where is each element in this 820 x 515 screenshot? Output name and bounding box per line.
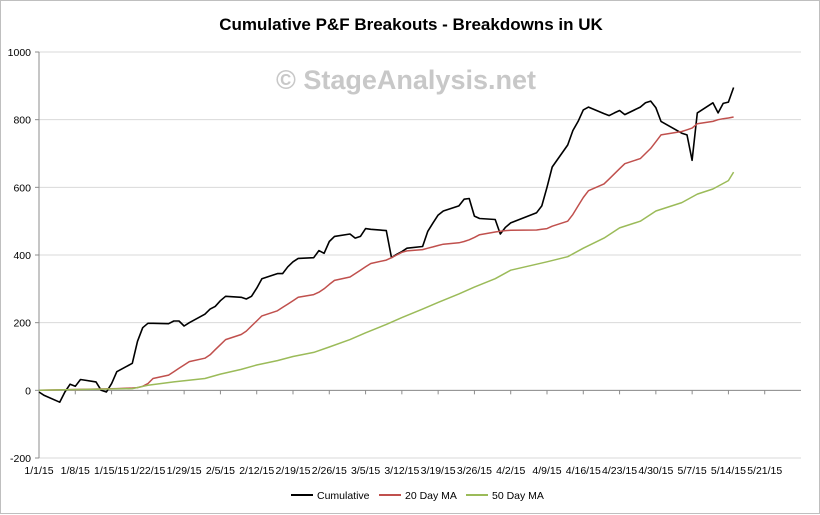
x-tick-label: 1/22/15 xyxy=(130,465,165,477)
y-tick-label: -200 xyxy=(10,453,31,465)
x-tick-label: 4/16/15 xyxy=(566,465,601,477)
legend-item-50-day-ma: 50 Day MA xyxy=(466,490,544,502)
x-tick-label: 4/30/15 xyxy=(638,465,673,477)
gridlines xyxy=(39,51,801,459)
series-line-20-day-ma xyxy=(38,116,734,392)
x-tick-label: 2/12/15 xyxy=(239,465,274,477)
x-tick-label: 1/1/15 xyxy=(24,465,53,477)
chart-title: Cumulative P&F Breakouts - Breakdowns in… xyxy=(219,15,603,34)
x-tick-label: 1/8/15 xyxy=(61,465,90,477)
y-tick-label: 800 xyxy=(13,115,31,127)
axes xyxy=(35,51,801,459)
y-tick-label: 400 xyxy=(13,250,31,262)
y-axis-tick-labels: -200 0 200 400 600 800 1000 xyxy=(8,47,32,465)
legend-label: 20 Day MA xyxy=(405,490,457,502)
series-line-cumulative xyxy=(38,87,735,404)
x-tick-label: 3/5/15 xyxy=(351,465,380,477)
x-axis-tick-labels: 1/1/15 1/8/15 1/15/15 1/22/15 1/29/15 2/5/15 2… xyxy=(24,465,782,477)
series-lines xyxy=(38,87,735,404)
x-tick-label: 2/5/15 xyxy=(206,465,235,477)
legend-label: 50 Day MA xyxy=(492,490,544,502)
x-tick-label: 1/15/15 xyxy=(94,465,129,477)
x-tick-label: 4/9/15 xyxy=(532,465,561,477)
x-tick-label: 5/21/15 xyxy=(747,465,782,477)
x-tick-label: 3/12/15 xyxy=(384,465,419,477)
x-tick-label: 4/23/15 xyxy=(602,465,637,477)
y-tick-label: 200 xyxy=(13,318,31,330)
y-tick-label: 1000 xyxy=(8,47,32,59)
watermark-text: © StageAnalysis.net xyxy=(276,65,536,95)
x-tick-label: 3/26/15 xyxy=(457,465,492,477)
x-tick-label: 2/26/15 xyxy=(312,465,347,477)
x-tick-label: 5/7/15 xyxy=(678,465,707,477)
x-tick-label: 5/14/15 xyxy=(711,465,746,477)
x-tick-label: 3/19/15 xyxy=(421,465,456,477)
legend-label: Cumulative xyxy=(317,490,370,502)
x-tick-label: 4/2/15 xyxy=(496,465,525,477)
series-line-50-day-ma xyxy=(38,171,735,392)
x-tick-label: 2/19/15 xyxy=(275,465,310,477)
y-tick-label: 600 xyxy=(13,182,31,194)
x-tick-label: 1/29/15 xyxy=(167,465,202,477)
y-tick-label: 0 xyxy=(25,385,31,397)
legend-item-20-day-ma: 20 Day MA xyxy=(379,490,457,502)
legend-item-cumulative: Cumulative xyxy=(291,490,370,502)
legend: Cumulative 20 Day MA 50 Day MA xyxy=(291,490,544,502)
